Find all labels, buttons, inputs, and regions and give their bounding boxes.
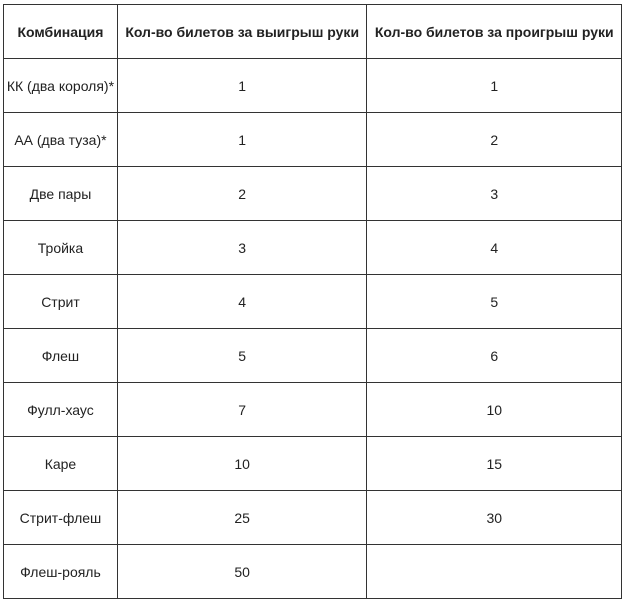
win-tickets-cell: 2 [116, 166, 368, 221]
loss-tickets-cell: 10 [366, 382, 622, 437]
win-tickets-cell: 50 [116, 544, 368, 599]
table-row: Стрит 4 5 [3, 274, 622, 329]
combination-cell: Две пары [3, 166, 118, 221]
table-row: Флеш-рояль 50 [3, 544, 622, 599]
table-row: Фулл-хаус 7 10 [3, 382, 622, 437]
loss-tickets-cell: 30 [366, 490, 622, 545]
combination-cell: Тройка [3, 220, 118, 275]
combination-cell: Флеш [3, 328, 118, 383]
loss-tickets-cell [366, 544, 622, 599]
combination-cell: Стрит-флеш [3, 490, 118, 545]
win-tickets-cell: 5 [116, 328, 368, 383]
loss-tickets-cell: 3 [366, 166, 622, 221]
combination-cell: Каре [3, 436, 118, 491]
loss-tickets-cell: 5 [366, 274, 622, 329]
win-tickets-cell: 3 [116, 220, 368, 275]
table-row: Две пары 2 3 [3, 166, 622, 221]
win-tickets-cell: 7 [116, 382, 368, 437]
combination-cell: АА (два туза)* [3, 112, 118, 167]
table-row: АА (два туза)* 1 2 [3, 112, 622, 167]
loss-tickets-cell: 1 [366, 58, 622, 113]
table-row: Флеш 5 6 [3, 328, 622, 383]
loss-tickets-cell: 15 [366, 436, 622, 491]
combination-cell: Фулл-хаус [3, 382, 118, 437]
win-tickets-cell: 4 [116, 274, 368, 329]
combination-cell: Стрит [3, 274, 118, 329]
loss-tickets-cell: 2 [366, 112, 622, 167]
tickets-table: Комбинация Кол-во билетов за выигрыш рук… [3, 4, 622, 599]
win-tickets-cell: 1 [116, 58, 368, 113]
table-row: Тройка 3 4 [3, 220, 622, 275]
table-row: КК (два короля)* 1 1 [3, 58, 622, 113]
table-row: Каре 10 15 [3, 436, 622, 491]
header-loss-tickets: Кол-во билетов за проигрыш руки [366, 4, 622, 59]
win-tickets-cell: 10 [116, 436, 368, 491]
loss-tickets-cell: 6 [366, 328, 622, 383]
combination-cell: КК (два короля)* [3, 58, 118, 113]
header-row: Комбинация Кол-во билетов за выигрыш рук… [3, 4, 622, 59]
combination-cell: Флеш-рояль [3, 544, 118, 599]
win-tickets-cell: 1 [116, 112, 368, 167]
header-win-tickets: Кол-во билетов за выигрыш руки [116, 4, 368, 59]
loss-tickets-cell: 4 [366, 220, 622, 275]
header-combination: Комбинация [3, 4, 118, 59]
table-row: Стрит-флеш 25 30 [3, 490, 622, 545]
win-tickets-cell: 25 [116, 490, 368, 545]
